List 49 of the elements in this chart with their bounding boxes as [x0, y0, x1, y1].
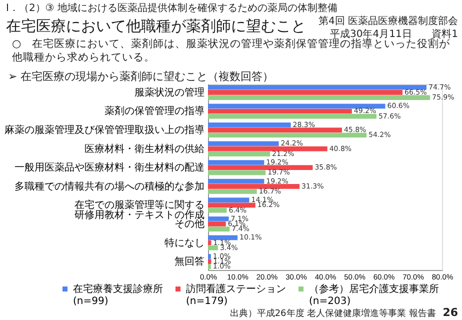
legend-label: （参考）居宅介護支援事業所 (n=203) [309, 283, 439, 307]
bar [208, 95, 430, 100]
y-tick-label: 薬剤の保管管理の指導 [104, 105, 204, 118]
y-tick-label: 服薬状況の管理 [134, 86, 204, 98]
text: 資料1 [432, 28, 458, 40]
text: 第4回 医薬品医療機器制度部会 [318, 15, 458, 27]
source-note: 出典）平成26年度 老人保健健康増進等事業 報告書 [230, 308, 436, 319]
legend-label: 在宅療養支援診療所 (n=99) [73, 283, 163, 307]
bar [208, 108, 352, 114]
bar [208, 132, 367, 138]
chart-subtitle: ➢ 在宅医療の現場から薬剤師に望むこと（複数回答） [8, 70, 274, 83]
bar [208, 146, 328, 152]
bar [208, 202, 256, 208]
bar [208, 170, 266, 176]
bar [208, 235, 238, 240]
bar [208, 264, 211, 270]
text: 26 [442, 306, 458, 319]
bar [208, 90, 403, 95]
bar [208, 259, 212, 264]
legend-label: 訪問看護ステーション (n=179) [186, 283, 286, 307]
bar [208, 245, 218, 250]
bar [208, 122, 291, 128]
bar [208, 104, 386, 109]
bar [208, 189, 257, 194]
text: Ⅰ．（2）③ 地域における医薬品提供体制を確保するための薬局の体制整備 [6, 2, 338, 14]
y-tick-label: 一般用医薬品や医療材料・衛生材料の配達 [14, 162, 204, 174]
bar [208, 184, 300, 189]
y-tick-label: 特になし [164, 236, 204, 249]
bar [208, 198, 250, 203]
bar [208, 226, 230, 232]
text: ○ 在宅医療において、薬剤師は、服薬状況の管理や薬剤保管管理の指導といった役割が他職種から求められている。 [12, 37, 452, 64]
bar [208, 222, 226, 226]
chart-title: 在宅医療において他職種が薬剤師に望むこと [6, 17, 306, 35]
bar [208, 151, 270, 156]
bar [208, 160, 264, 165]
y-tick-label: 無回答 [174, 256, 204, 268]
bar [208, 165, 313, 170]
bar [208, 114, 376, 119]
y-tick-label: 多職種での情報共有の場への積極的な参加 [14, 180, 204, 192]
bar [208, 178, 264, 184]
bar [208, 84, 426, 90]
bar [208, 208, 227, 213]
bar [208, 141, 279, 146]
y-tick-label: 医療材料・衛生材料の供給 [84, 142, 204, 155]
bar [208, 254, 211, 259]
text: 平成30年4月11日 [330, 28, 412, 40]
bar [208, 128, 342, 132]
y-tick-label: 麻薬の服薬管理及び保管管理取扱い上の指導 [4, 124, 204, 136]
bar [208, 216, 229, 222]
